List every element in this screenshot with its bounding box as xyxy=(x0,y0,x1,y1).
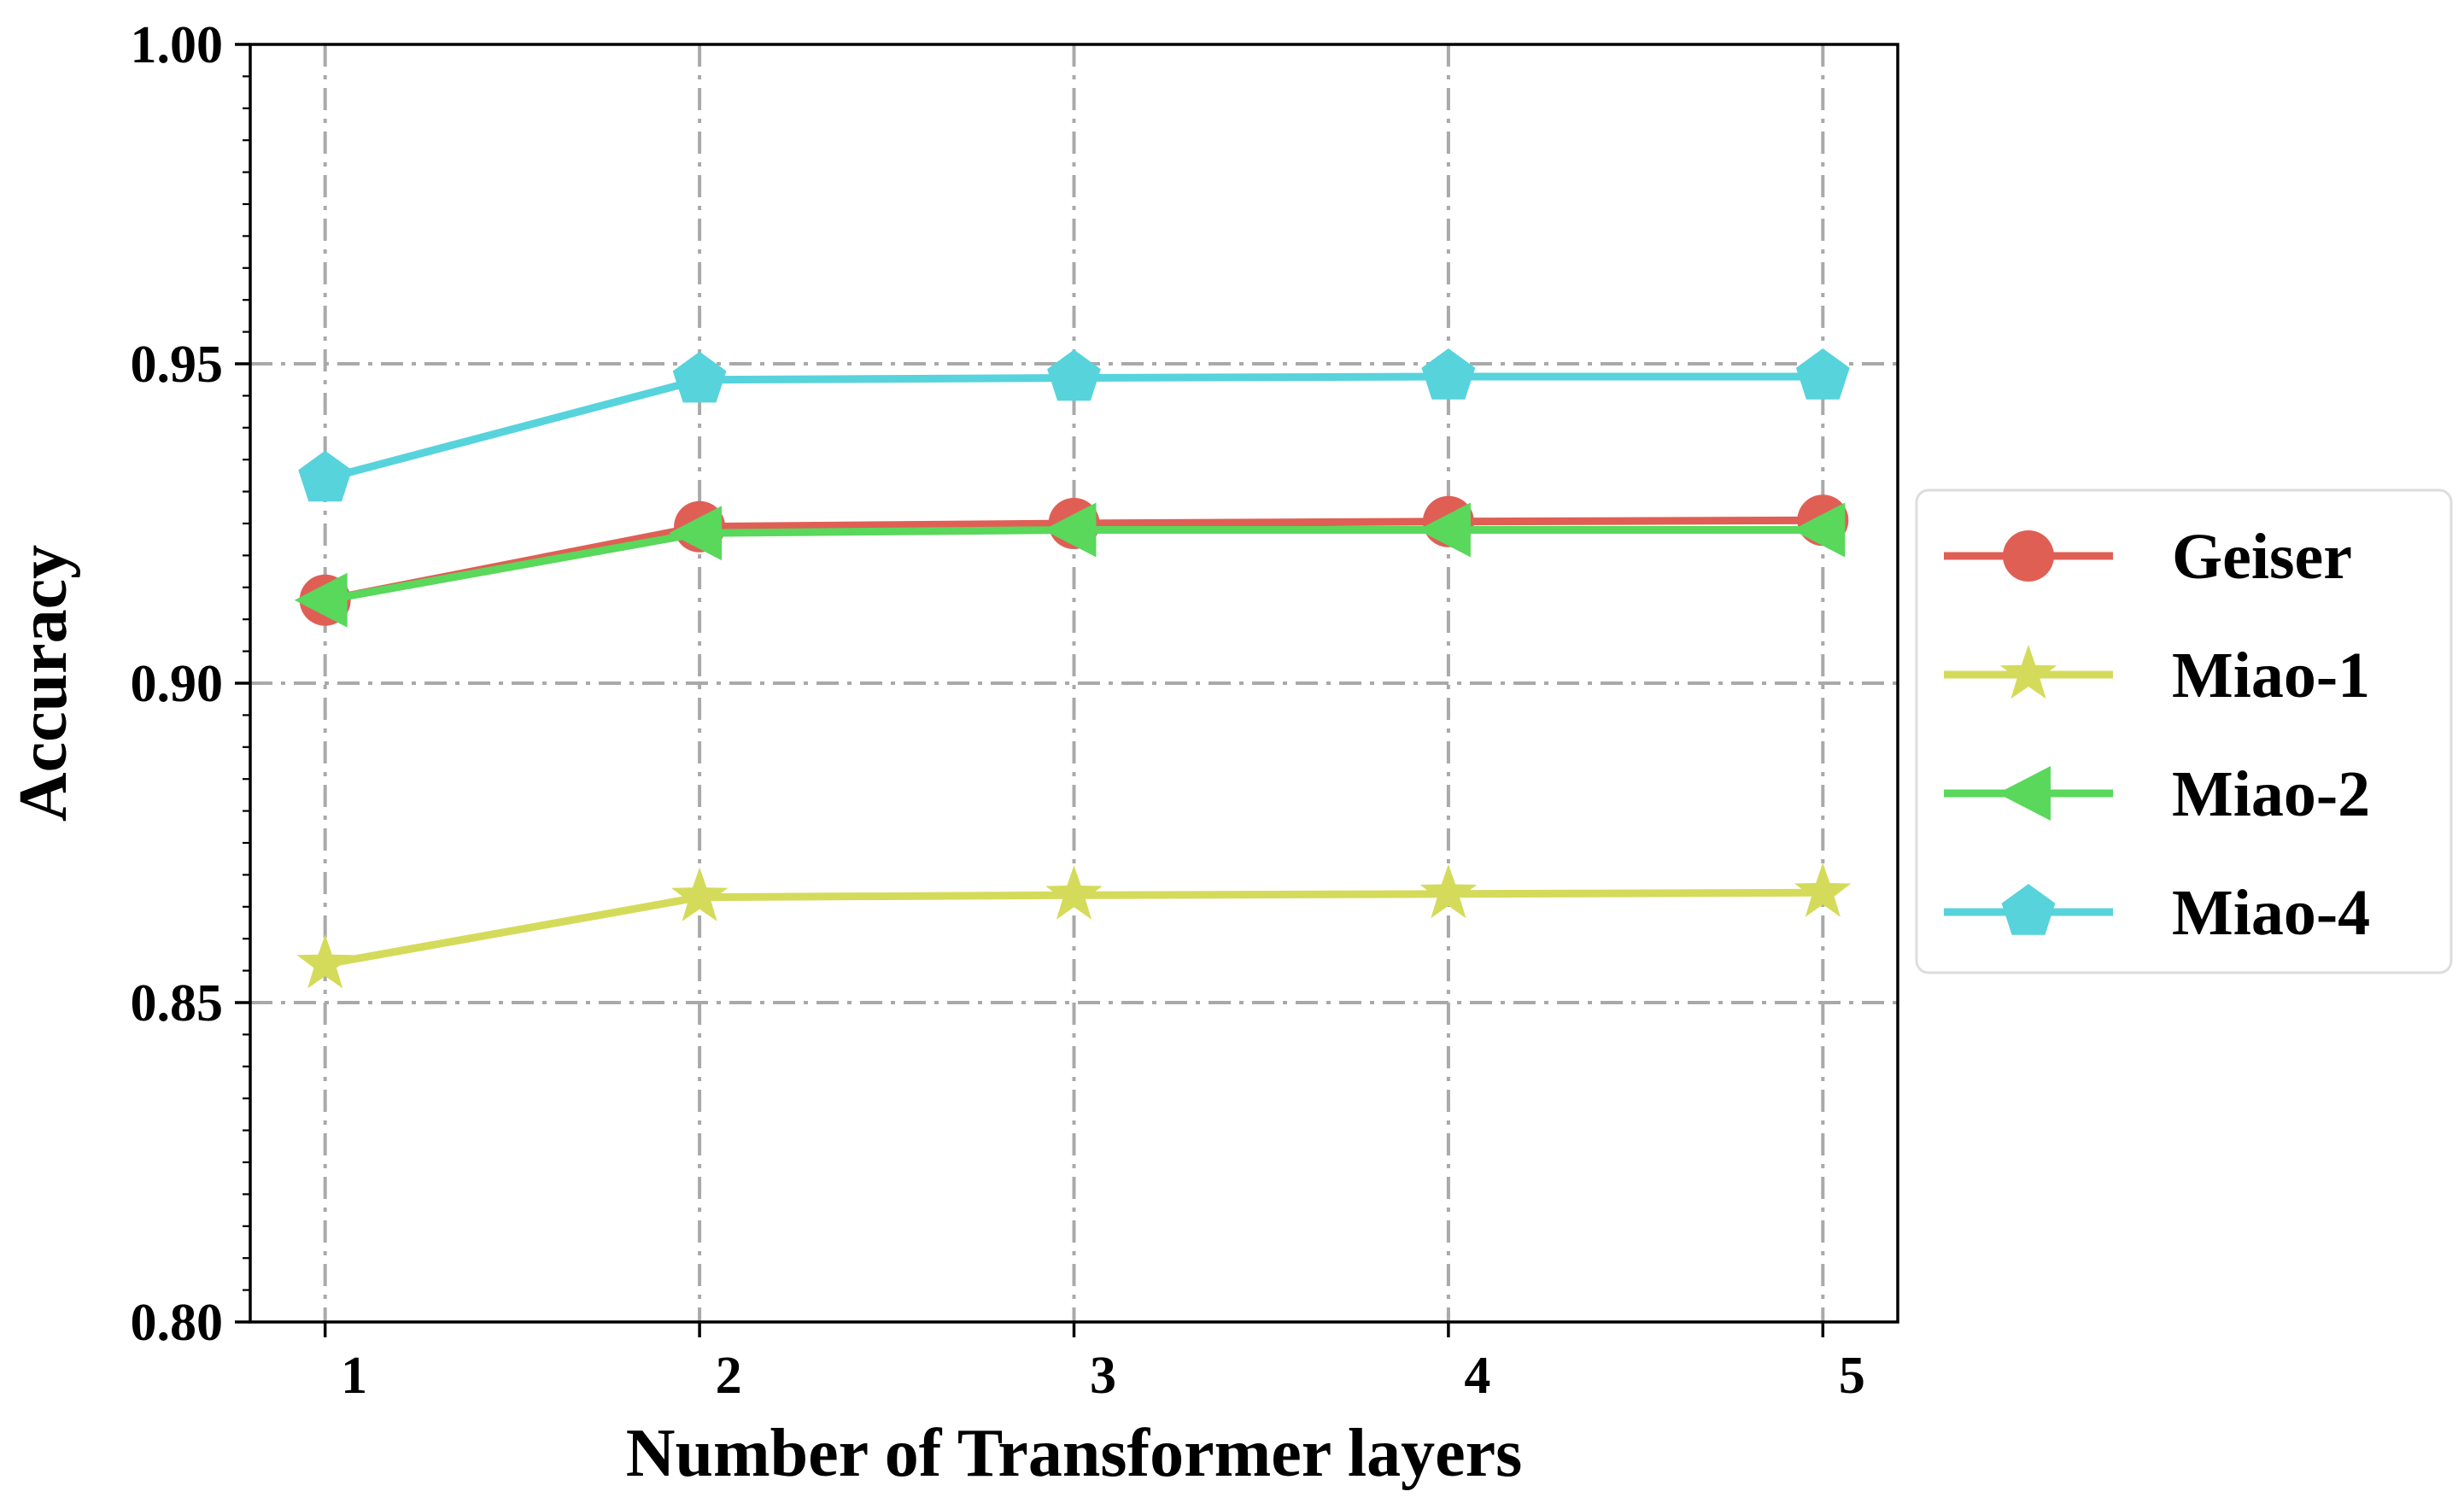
data-point xyxy=(294,572,348,628)
plot-frame xyxy=(249,43,1899,1324)
data-point xyxy=(1045,865,1103,920)
data-point xyxy=(1417,502,1471,558)
data-point xyxy=(1792,502,1846,558)
y-tick-label: 0.95 xyxy=(131,336,224,394)
data-point xyxy=(672,351,727,403)
x-tick-label: 1 xyxy=(341,1347,367,1405)
series xyxy=(294,348,1852,989)
x-tick-label: 5 xyxy=(1839,1347,1865,1405)
legend-label: Miao-1 xyxy=(2172,640,2370,711)
grid xyxy=(250,44,1898,1322)
legend-item-geiser: Geiser xyxy=(1944,521,2352,593)
legend-box xyxy=(1915,488,2453,974)
y-axis-label: Accuracy xyxy=(6,545,81,822)
series-miao-4 xyxy=(298,348,1850,502)
series-miao-1 xyxy=(296,863,1852,989)
legend-label: Miao-4 xyxy=(2172,877,2370,949)
data-point xyxy=(1043,502,1097,558)
series-miao-2 xyxy=(294,502,1846,628)
y-tick-label: 1.00 xyxy=(131,16,224,74)
data-point xyxy=(669,506,723,561)
legend-marker xyxy=(1998,766,2051,821)
data-point xyxy=(1421,348,1476,400)
legend-item-miao-4: Miao-4 xyxy=(1944,877,2370,949)
x-axis-label: Number of Transformer layers xyxy=(626,1416,1522,1491)
data-point xyxy=(670,867,729,921)
x-tick-label: 4 xyxy=(1464,1347,1490,1405)
legend-item-miao-1: Miao-1 xyxy=(1944,640,2370,711)
legend-marker xyxy=(2001,884,2056,935)
data-point xyxy=(298,450,353,502)
major-ticks xyxy=(235,43,1825,1337)
legend-label: Miao-2 xyxy=(2172,758,2370,830)
y-tick-label: 0.80 xyxy=(131,1294,224,1352)
legend: Geiser Miao-1 Miao-2 Miao-4 xyxy=(1915,488,2453,974)
data-point xyxy=(296,934,354,989)
data-point xyxy=(1795,348,1850,400)
tick-labels: 0.80 0.85 0.90 0.95 1.00 1 2 3 4 5 xyxy=(131,16,1865,1405)
y-tick-label: 0.85 xyxy=(131,974,224,1032)
x-tick-label: 2 xyxy=(716,1347,742,1405)
data-point xyxy=(1794,863,1852,917)
x-tick-label: 3 xyxy=(1090,1347,1116,1405)
legend-item-miao-2: Miao-2 xyxy=(1944,758,2370,830)
data-point xyxy=(1047,349,1101,401)
legend-marker xyxy=(2003,530,2054,582)
y-tick-label: 0.90 xyxy=(131,655,224,713)
data-point xyxy=(1419,863,1478,919)
legend-marker xyxy=(1999,645,2057,699)
legend-label: Geiser xyxy=(2172,521,2352,593)
